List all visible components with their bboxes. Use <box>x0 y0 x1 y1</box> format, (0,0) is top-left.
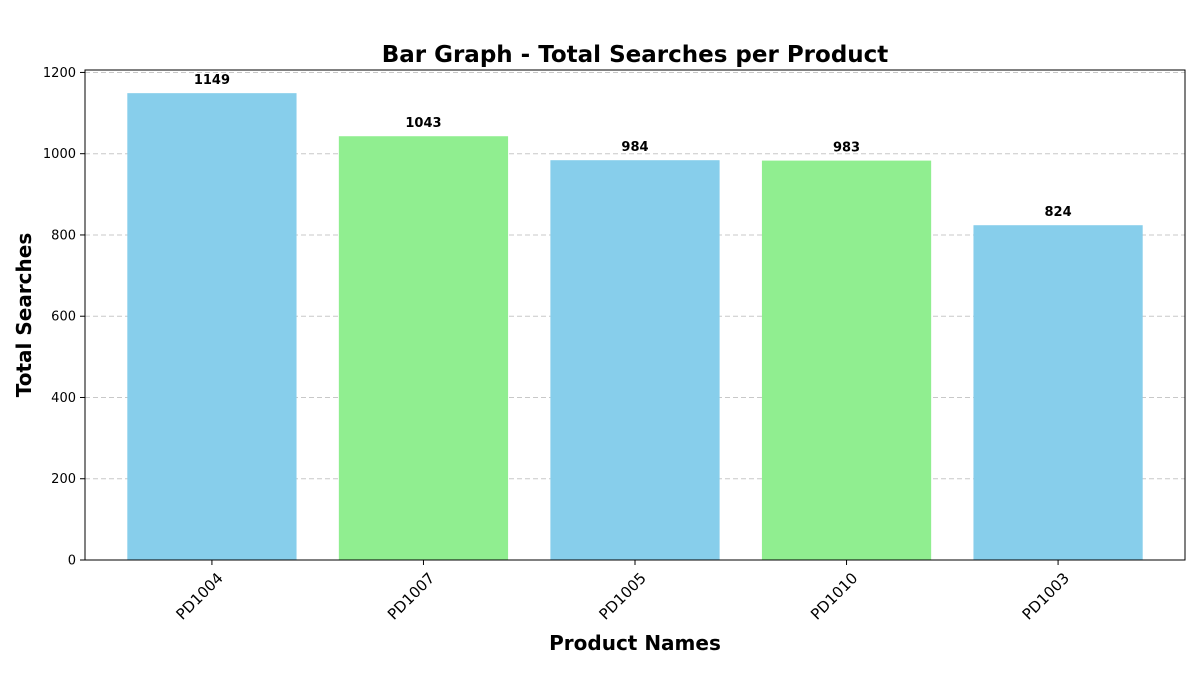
bar-pd1003 <box>973 225 1143 561</box>
value-label-pd1004: 1149 <box>194 73 230 88</box>
y-tick-label: 0 <box>68 554 76 569</box>
bars-layer <box>127 93 1143 561</box>
y-axis: 0 200 400 600 800 1000 1200 <box>43 66 85 569</box>
y-tick-label: 200 <box>51 472 76 487</box>
y-tick-label: 600 <box>51 310 76 325</box>
x-tick-label: PD1007 <box>384 569 438 623</box>
bar-pd1007 <box>338 136 509 560</box>
x-axis: PD1004 PD1007 PD1005 PD1010 PD1003 <box>172 560 1073 623</box>
bar-pd1005 <box>550 160 720 560</box>
value-label-pd1003: 824 <box>1045 205 1072 220</box>
x-axis-label: Product Names <box>549 631 721 655</box>
y-tick-label: 800 <box>51 228 76 243</box>
y-tick-label: 1200 <box>43 66 76 81</box>
bar-pd1010 <box>761 160 932 561</box>
x-tick-label: PD1004 <box>172 569 226 623</box>
value-label-pd1005: 984 <box>621 140 648 155</box>
y-axis-label: Total Searches <box>12 233 36 398</box>
value-label-pd1007: 1043 <box>405 116 441 131</box>
x-tick-label: PD1003 <box>1019 569 1073 623</box>
plot-frame <box>84 69 1186 561</box>
chart-title: Bar Graph - Total Searches per Product <box>382 42 889 68</box>
x-tick-label: PD1010 <box>807 569 861 623</box>
y-tick-label: 400 <box>51 391 76 406</box>
x-tick-label: PD1005 <box>596 569 650 623</box>
value-labels-layer: 1149 1043 984 983 824 <box>194 73 1072 220</box>
y-tick-label: 1000 <box>43 147 76 162</box>
bar-pd1004 <box>127 93 297 560</box>
value-label-pd1010: 983 <box>833 141 860 156</box>
